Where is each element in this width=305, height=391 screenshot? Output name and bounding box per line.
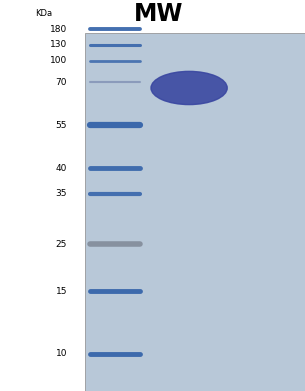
Text: 130: 130 bbox=[50, 40, 67, 50]
Text: 55: 55 bbox=[56, 120, 67, 130]
Text: 10: 10 bbox=[56, 349, 67, 359]
Text: 70: 70 bbox=[56, 77, 67, 87]
Text: 100: 100 bbox=[50, 56, 67, 65]
Text: 40: 40 bbox=[56, 163, 67, 173]
Text: KDa: KDa bbox=[35, 9, 52, 18]
Text: 35: 35 bbox=[56, 189, 67, 198]
FancyBboxPatch shape bbox=[85, 33, 305, 391]
Ellipse shape bbox=[151, 71, 227, 105]
Text: 15: 15 bbox=[56, 287, 67, 296]
Text: MW: MW bbox=[134, 2, 183, 26]
Text: 25: 25 bbox=[56, 240, 67, 249]
Text: 180: 180 bbox=[50, 25, 67, 34]
